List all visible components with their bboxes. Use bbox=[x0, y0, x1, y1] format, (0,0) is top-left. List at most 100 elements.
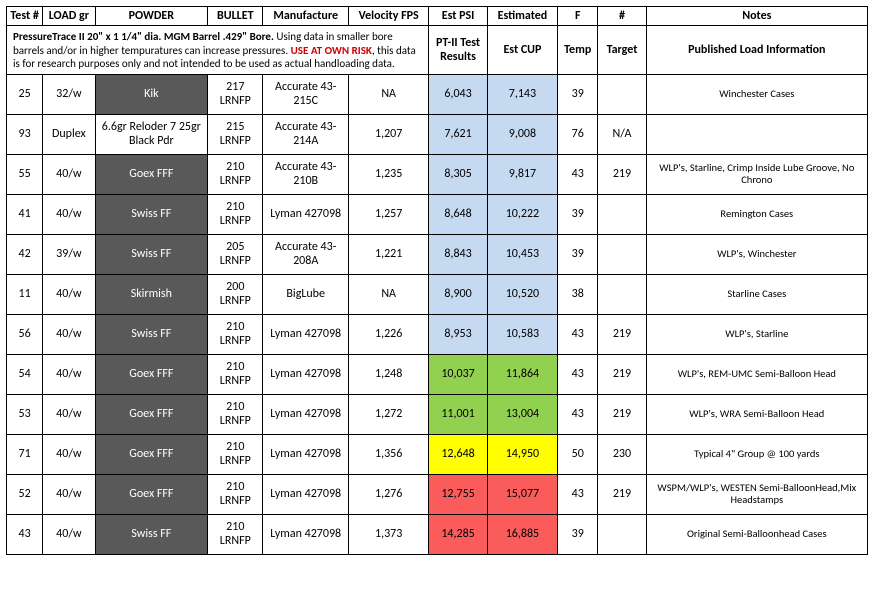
cell-load: 40/w bbox=[43, 514, 95, 554]
cell-cup: 11,864 bbox=[487, 354, 557, 394]
cell-bullet: 217 LRNFP bbox=[208, 74, 263, 114]
cell-cup: 7,143 bbox=[487, 74, 557, 114]
cell-temp: 43 bbox=[558, 154, 598, 194]
cell-temp: 39 bbox=[558, 194, 598, 234]
cell-target: 230 bbox=[598, 434, 646, 474]
cell-velocity: 1,221 bbox=[348, 234, 428, 274]
table-row: 7140/wGoex FFF210 LRNFPLyman 4270981,356… bbox=[7, 434, 868, 474]
cell-target bbox=[598, 194, 646, 234]
cell-manufacture: Accurate 43-215C bbox=[263, 74, 348, 114]
cell-bullet: 210 LRNFP bbox=[208, 474, 263, 514]
table-row: 1140/wSkirmish200 LRNFPBigLubeNA8,90010,… bbox=[7, 274, 868, 314]
cell-psi: 8,953 bbox=[429, 314, 487, 354]
cell-velocity: 1,356 bbox=[348, 434, 428, 474]
cell-psi: 14,285 bbox=[429, 514, 487, 554]
cell-cup: 14,950 bbox=[487, 434, 557, 474]
cell-manufacture: BigLube bbox=[263, 274, 348, 314]
cell-cup: 10,453 bbox=[487, 234, 557, 274]
cell-temp: 76 bbox=[558, 114, 598, 154]
cell-load: 40/w bbox=[43, 354, 95, 394]
col-test: Test # bbox=[7, 7, 43, 26]
cell-temp: 38 bbox=[558, 274, 598, 314]
cell-test: 71 bbox=[7, 434, 43, 474]
cell-notes: WLP's, Winchester bbox=[646, 234, 867, 274]
cell-load: 39/w bbox=[43, 234, 95, 274]
cell-test: 93 bbox=[7, 114, 43, 154]
header-row: Test # LOAD gr POWDER BULLET Manufacture… bbox=[7, 7, 868, 26]
pressure-table: Test # LOAD gr POWDER BULLET Manufacture… bbox=[6, 6, 868, 555]
cell-target bbox=[598, 234, 646, 274]
cell-load: 32/w bbox=[43, 74, 95, 114]
cell-notes: Starline Cases bbox=[646, 274, 867, 314]
table-row: 5440/wGoex FFF210 LRNFPLyman 4270981,248… bbox=[7, 354, 868, 394]
cell-psi: 8,843 bbox=[429, 234, 487, 274]
cell-notes: Remington Cases bbox=[646, 194, 867, 234]
cell-powder: Swiss FF bbox=[95, 194, 208, 234]
cell-velocity: 1,226 bbox=[348, 314, 428, 354]
table-row: 5540/wGoex FFF210 LRNFPAccurate 43-210B1… bbox=[7, 154, 868, 194]
description-cell: PressureTrace II 20" x 1 1/4" dia. MGM B… bbox=[7, 26, 429, 75]
cell-bullet: 210 LRNFP bbox=[208, 514, 263, 554]
cell-temp: 43 bbox=[558, 314, 598, 354]
cell-test: 56 bbox=[7, 314, 43, 354]
cell-cup: 9,817 bbox=[487, 154, 557, 194]
cell-bullet: 205 LRNFP bbox=[208, 234, 263, 274]
cell-notes: Winchester Cases bbox=[646, 74, 867, 114]
cell-notes: Original Semi-Balloonhead Cases bbox=[646, 514, 867, 554]
table-row: 4340/wSwiss FF210 LRNFPLyman 4270981,373… bbox=[7, 514, 868, 554]
cell-bullet: 215 LRNFP bbox=[208, 114, 263, 154]
cell-target: 219 bbox=[598, 474, 646, 514]
cell-powder: Swiss FF bbox=[95, 514, 208, 554]
cell-load: 40/w bbox=[43, 474, 95, 514]
cell-target bbox=[598, 74, 646, 114]
cell-cup: 10,583 bbox=[487, 314, 557, 354]
cell-temp: 50 bbox=[558, 434, 598, 474]
cell-velocity: 1,207 bbox=[348, 114, 428, 154]
desc-title: PressureTrace II 20" x 1 1/4" dia. MGM B… bbox=[13, 30, 274, 43]
cell-manufacture: Accurate 43-214A bbox=[263, 114, 348, 154]
cell-powder: Kik bbox=[95, 74, 208, 114]
cell-psi: 10,037 bbox=[429, 354, 487, 394]
cell-load: 40/w bbox=[43, 314, 95, 354]
cell-cup: 13,004 bbox=[487, 394, 557, 434]
col-f: F bbox=[558, 7, 598, 26]
table-row: 5340/wGoex FFF210 LRNFPLyman 4270981,272… bbox=[7, 394, 868, 434]
col-estimated: Estimated bbox=[487, 7, 557, 26]
cell-cup: 16,885 bbox=[487, 514, 557, 554]
cell-bullet: 210 LRNFP bbox=[208, 154, 263, 194]
cell-powder: Goex FFF bbox=[95, 394, 208, 434]
table-row: 5640/wSwiss FF210 LRNFPLyman 4270981,226… bbox=[7, 314, 868, 354]
subheader-row: PressureTrace II 20" x 1 1/4" dia. MGM B… bbox=[7, 26, 868, 75]
cell-powder: Goex FFF bbox=[95, 434, 208, 474]
cell-test: 41 bbox=[7, 194, 43, 234]
table-row: 93Duplex6.6gr Reloder 7 25gr Black Pdr21… bbox=[7, 114, 868, 154]
cell-psi: 11,001 bbox=[429, 394, 487, 434]
cell-manufacture: Lyman 427098 bbox=[263, 434, 348, 474]
col-num: # bbox=[598, 7, 646, 26]
cell-velocity: NA bbox=[348, 274, 428, 314]
cell-bullet: 210 LRNFP bbox=[208, 394, 263, 434]
col-powder: POWDER bbox=[95, 7, 208, 26]
cell-load: 40/w bbox=[43, 154, 95, 194]
cell-bullet: 210 LRNFP bbox=[208, 194, 263, 234]
cell-velocity: 1,248 bbox=[348, 354, 428, 394]
cell-test: 11 bbox=[7, 274, 43, 314]
cell-psi: 6,043 bbox=[429, 74, 487, 114]
cell-test: 53 bbox=[7, 394, 43, 434]
cell-manufacture: Accurate 43-208A bbox=[263, 234, 348, 274]
cell-target: 219 bbox=[598, 314, 646, 354]
cell-powder: Goex FFF bbox=[95, 354, 208, 394]
cell-bullet: 210 LRNFP bbox=[208, 314, 263, 354]
cell-manufacture: Lyman 427098 bbox=[263, 394, 348, 434]
cell-test: 43 bbox=[7, 514, 43, 554]
cell-load: 40/w bbox=[43, 274, 95, 314]
col-velocity: Velocity FPS bbox=[348, 7, 428, 26]
cell-test: 52 bbox=[7, 474, 43, 514]
col-estpsi: Est PSI bbox=[429, 7, 487, 26]
cell-velocity: 1,257 bbox=[348, 194, 428, 234]
cell-velocity: NA bbox=[348, 74, 428, 114]
cell-temp: 43 bbox=[558, 354, 598, 394]
cell-velocity: 1,235 bbox=[348, 154, 428, 194]
cell-notes: WSPM/WLP's, WESTEN Semi-BalloonHead,Mix … bbox=[646, 474, 867, 514]
cell-load: 40/w bbox=[43, 394, 95, 434]
